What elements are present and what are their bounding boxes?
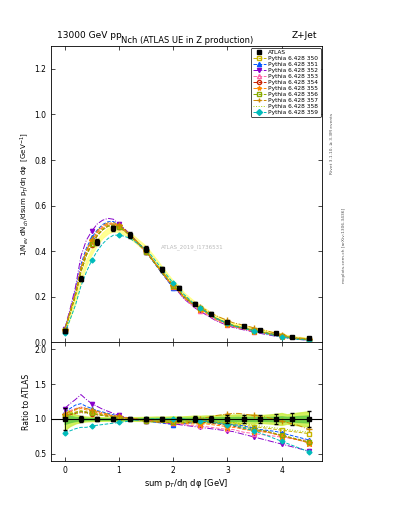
Text: 13000 GeV pp: 13000 GeV pp xyxy=(57,31,121,40)
Text: ATLAS_2019_I1736531: ATLAS_2019_I1736531 xyxy=(161,245,223,250)
Legend: ATLAS, Pythia 6.428 350, Pythia 6.428 351, Pythia 6.428 352, Pythia 6.428 353, P: ATLAS, Pythia 6.428 350, Pythia 6.428 35… xyxy=(251,48,321,117)
Text: mcplots.cern.ch [arXiv:1306.3436]: mcplots.cern.ch [arXiv:1306.3436] xyxy=(342,208,346,283)
Text: Z+Jet: Z+Jet xyxy=(291,31,317,40)
Text: Rivet 3.1.10, ≥ 3.3M events: Rivet 3.1.10, ≥ 3.3M events xyxy=(330,113,334,174)
X-axis label: sum p$_T$/dη dφ [GeV]: sum p$_T$/dη dφ [GeV] xyxy=(144,477,229,490)
Y-axis label: Ratio to ATLAS: Ratio to ATLAS xyxy=(22,373,31,430)
Y-axis label: 1/N$_{ev}$ dN$_{ch}$/dsum p$_T$/dη dφ  [GeV$^{-1}$]: 1/N$_{ev}$ dN$_{ch}$/dsum p$_T$/dη dφ [G… xyxy=(18,132,31,256)
Title: Nch (ATLAS UE in Z production): Nch (ATLAS UE in Z production) xyxy=(121,36,253,45)
